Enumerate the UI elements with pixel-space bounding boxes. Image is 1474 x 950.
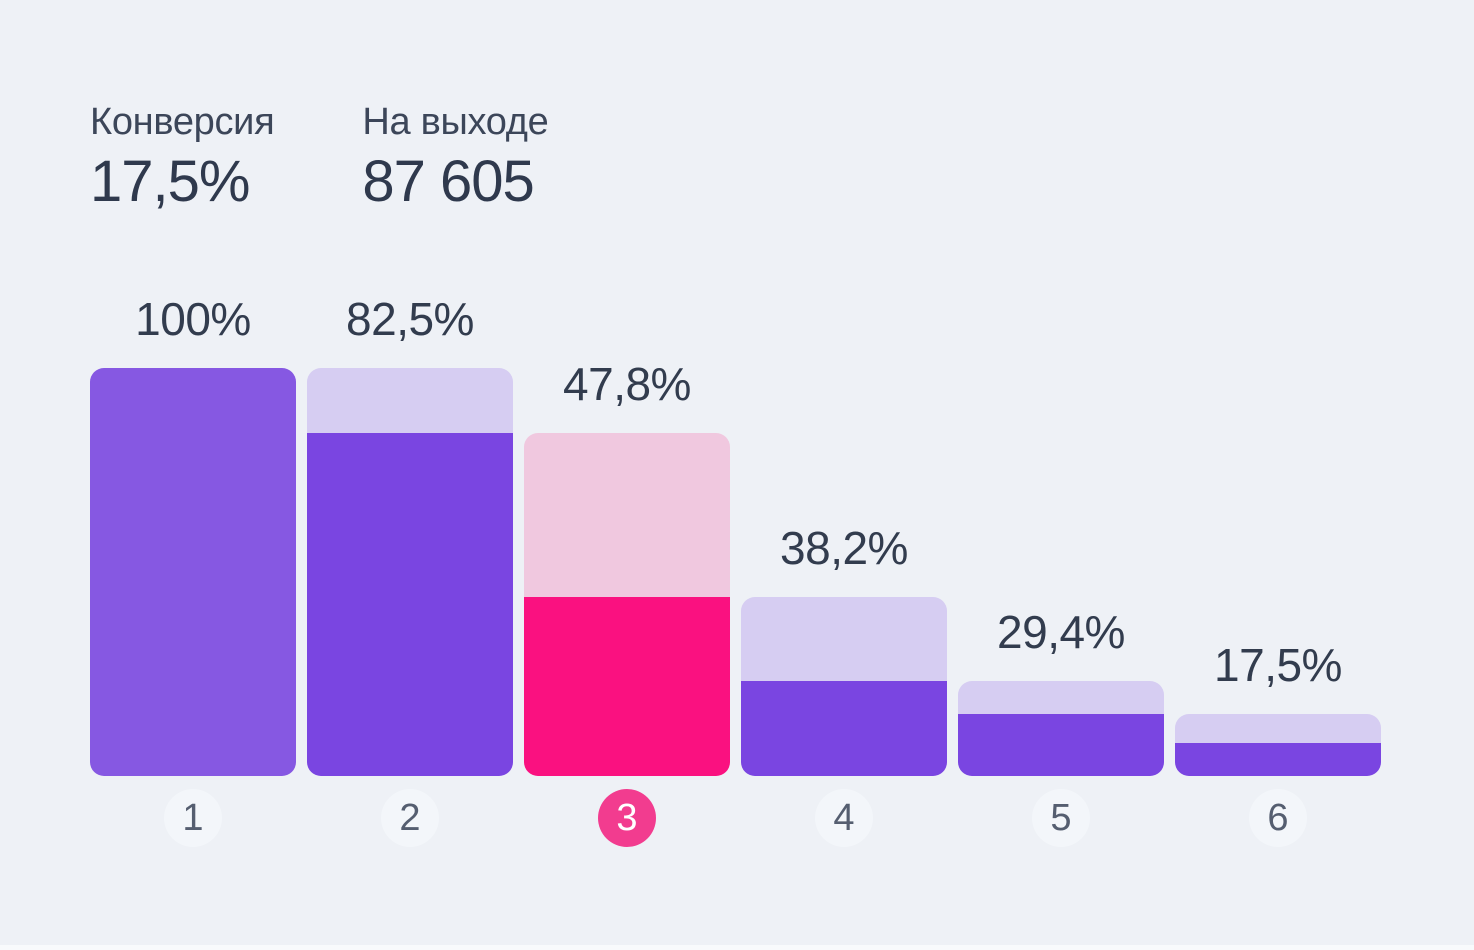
summary-stats: Конверсия 17,5% На выходе 87 605	[90, 101, 549, 214]
step-bar-fill[interactable]	[524, 597, 730, 776]
step-axis-label-selected[interactable]: 3	[598, 789, 656, 847]
funnel-step-5[interactable]: 29,4% 5	[958, 0, 1164, 950]
step-value-label: 38,2%	[780, 522, 908, 574]
funnel-step-6[interactable]: 17,5% 6	[1175, 0, 1381, 950]
stat-conversion: Конверсия 17,5%	[90, 101, 275, 214]
window-bottom-edge	[0, 945, 1474, 950]
stat-output-label: На выходе	[362, 101, 549, 143]
step-axis-label[interactable]: 5	[1032, 789, 1090, 847]
step-value-label: 17,5%	[1214, 639, 1342, 691]
step-value-label: 47,8%	[563, 358, 691, 410]
step-value-label: 29,4%	[997, 606, 1125, 658]
step-bar-fill[interactable]	[958, 714, 1164, 776]
step-value-label: 100%	[135, 293, 251, 345]
stat-conversion-label: Конверсия	[90, 101, 275, 143]
step-bar-fill[interactable]	[1175, 743, 1381, 776]
step-value-label: 82,5%	[346, 293, 474, 345]
funnel-step-2[interactable]: 82,5% 2	[307, 0, 513, 950]
funnel-step-3[interactable]: 47,8% 3	[524, 0, 730, 950]
stat-output: На выходе 87 605	[362, 101, 549, 214]
stat-conversion-value: 17,5%	[90, 148, 250, 214]
step-bar-fill[interactable]	[90, 368, 296, 776]
step-bar-fill[interactable]	[307, 433, 513, 776]
funnel-step-1[interactable]: 100% 1	[90, 0, 296, 950]
step-axis-label[interactable]: 2	[381, 789, 439, 847]
step-axis-label[interactable]: 6	[1249, 789, 1307, 847]
step-axis-label[interactable]: 1	[164, 789, 222, 847]
funnel-step-4[interactable]: 38,2% 4	[741, 0, 947, 950]
step-axis-label[interactable]: 4	[815, 789, 873, 847]
stat-output-value: 87 605	[362, 148, 534, 214]
step-bar-fill[interactable]	[741, 681, 947, 776]
